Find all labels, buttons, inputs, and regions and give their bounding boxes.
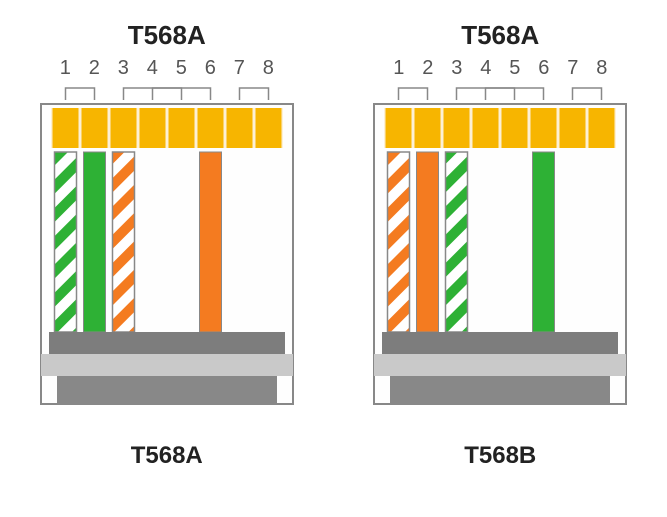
pin-number: 2	[413, 57, 442, 80]
pin-number: 4	[471, 57, 500, 80]
pin-number: 8	[587, 57, 616, 80]
pin-numbers: 1 2 3 4 5 6 7 8	[51, 57, 283, 80]
pin-numbers: 1 2 3 4 5 6 7 8	[384, 57, 616, 80]
title-bottom: T568B	[464, 442, 536, 470]
pin-number: 5	[500, 57, 529, 80]
pin-number: 6	[529, 57, 558, 80]
diagram-container: T568A 1 2 3 4 5 6 7 8 T568A T568A 1 2 3 …	[20, 20, 647, 470]
pin-number: 4	[138, 57, 167, 80]
connector-t568b-right: T568A 1 2 3 4 5 6 7 8 T568B	[370, 20, 630, 470]
rj45-jack-svg	[370, 84, 630, 434]
pin-number: 7	[225, 57, 254, 80]
pin-number: 1	[51, 57, 80, 80]
pin-number: 3	[109, 57, 138, 80]
pin-number: 6	[196, 57, 225, 80]
pin-number: 7	[558, 57, 587, 80]
pin-number: 8	[254, 57, 283, 80]
pin-number: 3	[442, 57, 471, 80]
pin-number: 5	[167, 57, 196, 80]
connector-t568a-left: T568A 1 2 3 4 5 6 7 8 T568A	[37, 20, 297, 470]
title-bottom: T568A	[131, 442, 203, 470]
rj45-jack-svg	[37, 84, 297, 434]
pin-number: 2	[80, 57, 109, 80]
title-top: T568A	[461, 20, 539, 51]
title-top: T568A	[128, 20, 206, 51]
pin-number: 1	[384, 57, 413, 80]
